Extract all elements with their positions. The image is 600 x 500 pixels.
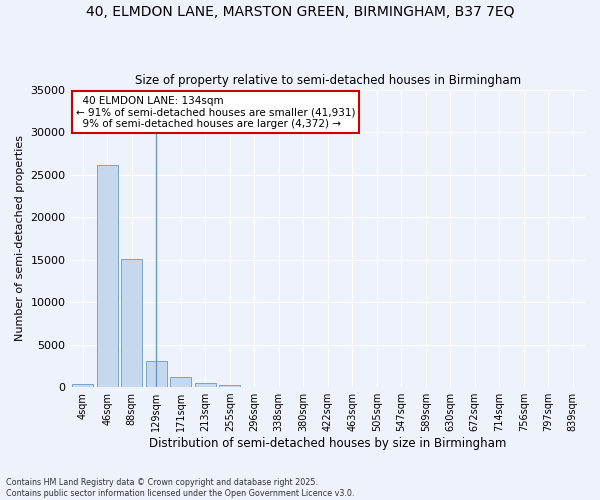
Bar (121, 258, 142, 387)
Bar (146, 360, 167, 387)
Text: 40 ELMDON LANE: 134sqm
← 91% of semi-detached houses are smaller (41,931)
  9% o: 40 ELMDON LANE: 134sqm ← 91% of semi-det… (76, 96, 355, 128)
X-axis label: Distribution of semi-detached houses by size in Birmingham: Distribution of semi-detached houses by … (149, 437, 506, 450)
Bar (97, 165, 118, 387)
Bar (170, 377, 191, 387)
Bar (220, 386, 240, 387)
Bar (195, 384, 215, 387)
Bar (73, 384, 93, 387)
Y-axis label: Number of semi-detached properties: Number of semi-detached properties (15, 136, 25, 342)
Text: Contains HM Land Registry data © Crown copyright and database right 2025.
Contai: Contains HM Land Registry data © Crown c… (6, 478, 355, 498)
Title: Size of property relative to semi-detached houses in Birmingham: Size of property relative to semi-detach… (135, 74, 521, 87)
Text: 40, ELMDON LANE, MARSTON GREEN, BIRMINGHAM, B37 7EQ: 40, ELMDON LANE, MARSTON GREEN, BIRMINGH… (86, 5, 514, 19)
